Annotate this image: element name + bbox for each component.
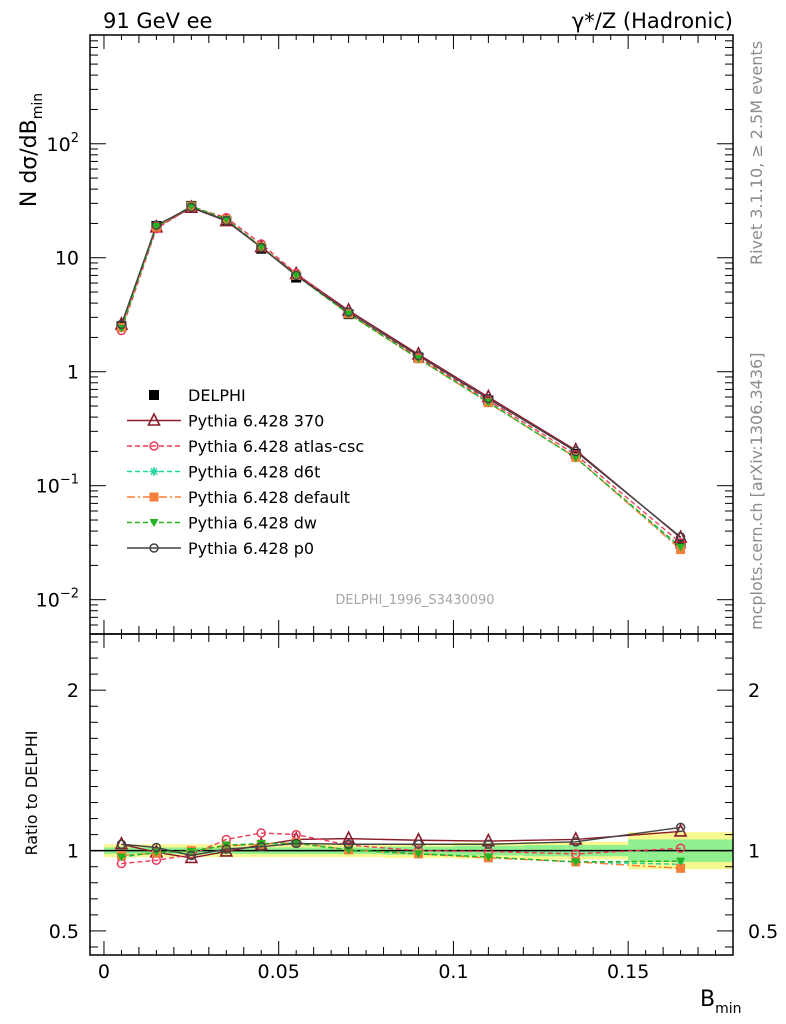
y-tick-label: 10 — [55, 248, 79, 270]
point-pythia-6-428-p0 — [256, 242, 266, 253]
y-tick-label: 10−1 — [36, 473, 79, 498]
ratio-line-pythia-6-428-dw — [121, 842, 681, 863]
ratio-y-tick-label-right: 1 — [748, 841, 760, 863]
y-tick-label: 102 — [47, 131, 79, 156]
legend-marker-pythia-6-428-370 — [147, 412, 161, 426]
point-pythia-6-428-dw — [291, 271, 301, 280]
point-pythia-6-428-p0 — [291, 270, 301, 281]
ratio-y-tick-label: 1 — [67, 841, 79, 863]
main-panel: 10−2 10−1 1 10 102 — [36, 34, 734, 635]
ratio-point-pythia-6-428-default — [676, 863, 686, 873]
ratio-point-pythia-6-428-p0 — [291, 838, 301, 849]
legend: DELPHI Pythia 6.428 370 Pythia 6.428 atlas… — [127, 386, 364, 558]
ratio-point-pythia-6-428-dw — [413, 850, 423, 859]
y-tick-label: 10−2 — [36, 587, 79, 612]
ratio-point-pythia-6-428-dw — [483, 853, 493, 862]
point-pythia-6-428-dw — [676, 543, 686, 552]
legend-marker-pythia-6-428-dw — [149, 519, 159, 527]
svg-text:N dσ/dBmin: N dσ/dBmin — [17, 93, 46, 207]
ratio-point-pythia-6-428-p0 — [483, 839, 494, 850]
ratio-point-pythia-6-428-dw — [116, 853, 126, 862]
ratio-point-pythia-6-428-p0 — [343, 839, 354, 850]
point-pythia-6-428-p0 — [151, 220, 162, 230]
ratio-point-pythia-6-428-p0 — [570, 837, 581, 847]
ratio-point-pythia-6-428-p0 — [675, 822, 686, 833]
legend-label-pythia-6-428-dw: Pythia 6.428 dw — [188, 514, 317, 533]
x-tick-label: 0.1 — [438, 961, 468, 983]
ratio-point-pythia-6-428-370 — [341, 830, 356, 844]
y-tick-label: 1 — [67, 362, 79, 384]
ratio-point-pythia-6-428-p0 — [256, 841, 266, 852]
ratio-line-pythia-6-428-p0 — [121, 826, 681, 857]
main-frame — [89, 34, 734, 635]
point-pythia-6-428-p0 — [343, 307, 354, 317]
ratio-point-pythia-6-428-370 — [481, 832, 496, 847]
point-pythia-6-428-dw — [571, 454, 581, 463]
ratio-point-pythia-6-428-p0 — [413, 839, 424, 850]
x-tick-label: 0.05 — [258, 961, 300, 983]
point-pythia-6-428-p0 — [483, 393, 494, 404]
ratio-y-tick-label: 0.5 — [49, 921, 79, 943]
ratio-y-tick-label-right: 2 — [748, 680, 760, 702]
x-tick-label: 0.15 — [607, 961, 649, 983]
point-pythia-6-428-dw — [256, 243, 266, 252]
point-pythia-6-428-p0 — [570, 446, 581, 457]
ratio-point-pythia-6-428-atlas-csc — [256, 828, 266, 838]
legend-label-pythia-6-428-p0: Pythia 6.428 p0 — [188, 539, 314, 558]
point-pythia-6-428-dw — [344, 310, 354, 319]
legend-label-delphi: DELPHI — [188, 386, 246, 405]
ratio-point-pythia-6-428-atlas-csc — [675, 843, 686, 854]
ratio-point-pythia-6-428-dw — [571, 858, 581, 867]
point-pythia-6-428-p0 — [675, 532, 686, 542]
point-pythia-6-428-p0 — [221, 215, 232, 226]
svg-text:Bmin: Bmin — [700, 987, 742, 1017]
main-ylabel: N dσ/dBmin — [17, 93, 46, 207]
x-tick-label: 0 — [98, 961, 110, 983]
legend-marker-pythia-6-428-atlas-csc — [149, 441, 159, 451]
ratio-point-pythia-6-428-dw — [676, 857, 686, 866]
watermark: DELPHI_1996_S3430090 — [335, 593, 494, 608]
mcplots-label: mcplots.cern.ch [arXiv:1306.3436] — [747, 353, 766, 630]
point-pythia-6-428-dw — [151, 222, 161, 231]
point-pythia-6-428-p0 — [186, 202, 197, 213]
legend-label-pythia-6-428-370: Pythia 6.428 370 — [188, 412, 324, 431]
ratio-y-tick-label: 2 — [67, 680, 79, 702]
ratio-point-pythia-6-428-370 — [219, 843, 234, 857]
legend-marker-delphi — [149, 390, 159, 400]
legend-marker-pythia-6-428-d6t — [149, 467, 159, 476]
legend-label-pythia-6-428-atlas-csc: Pythia 6.428 atlas-csc — [188, 437, 364, 456]
ratio-y-tick-label-right: 0.5 — [748, 921, 778, 943]
left-title: 91 GeV ee — [103, 9, 212, 33]
ratio-point-pythia-6-428-dw — [256, 839, 266, 848]
point-pythia-6-428-370 — [673, 529, 688, 543]
ratio-line-pythia-6-428-atlas-csc — [121, 832, 681, 865]
legend-label-pythia-6-428-default: Pythia 6.428 default — [188, 488, 350, 507]
ratio-ylabel: Ratio to DELPHI — [22, 730, 41, 855]
ratio-panel: 0 0.05 0.1 0.15 0.5 0.5 1 1 2 2 — [49, 35, 778, 983]
ratio-point-pythia-6-428-p0 — [151, 842, 162, 853]
legend-marker-pythia-6-428-default — [149, 492, 159, 502]
point-pythia-6-428-p0 — [413, 351, 424, 361]
right-title: γ*/Z (Hadronic) — [572, 9, 733, 33]
legend-label-pythia-6-428-d6t: Pythia 6.428 d6t — [188, 463, 320, 482]
ratio-point-pythia-6-428-p0 — [186, 850, 197, 861]
ratio-frame — [89, 633, 734, 956]
rivet-label: Rivet 3.1.10, ≥ 2.5M events — [747, 41, 766, 265]
point-pythia-6-428-p0 — [116, 319, 127, 330]
xlabel: Bmin — [700, 987, 742, 1017]
legend-marker-pythia-6-428-p0 — [149, 543, 159, 553]
ratio-point-pythia-6-428-p0 — [221, 844, 232, 854]
ratio-point-pythia-6-428-p0 — [116, 839, 127, 850]
